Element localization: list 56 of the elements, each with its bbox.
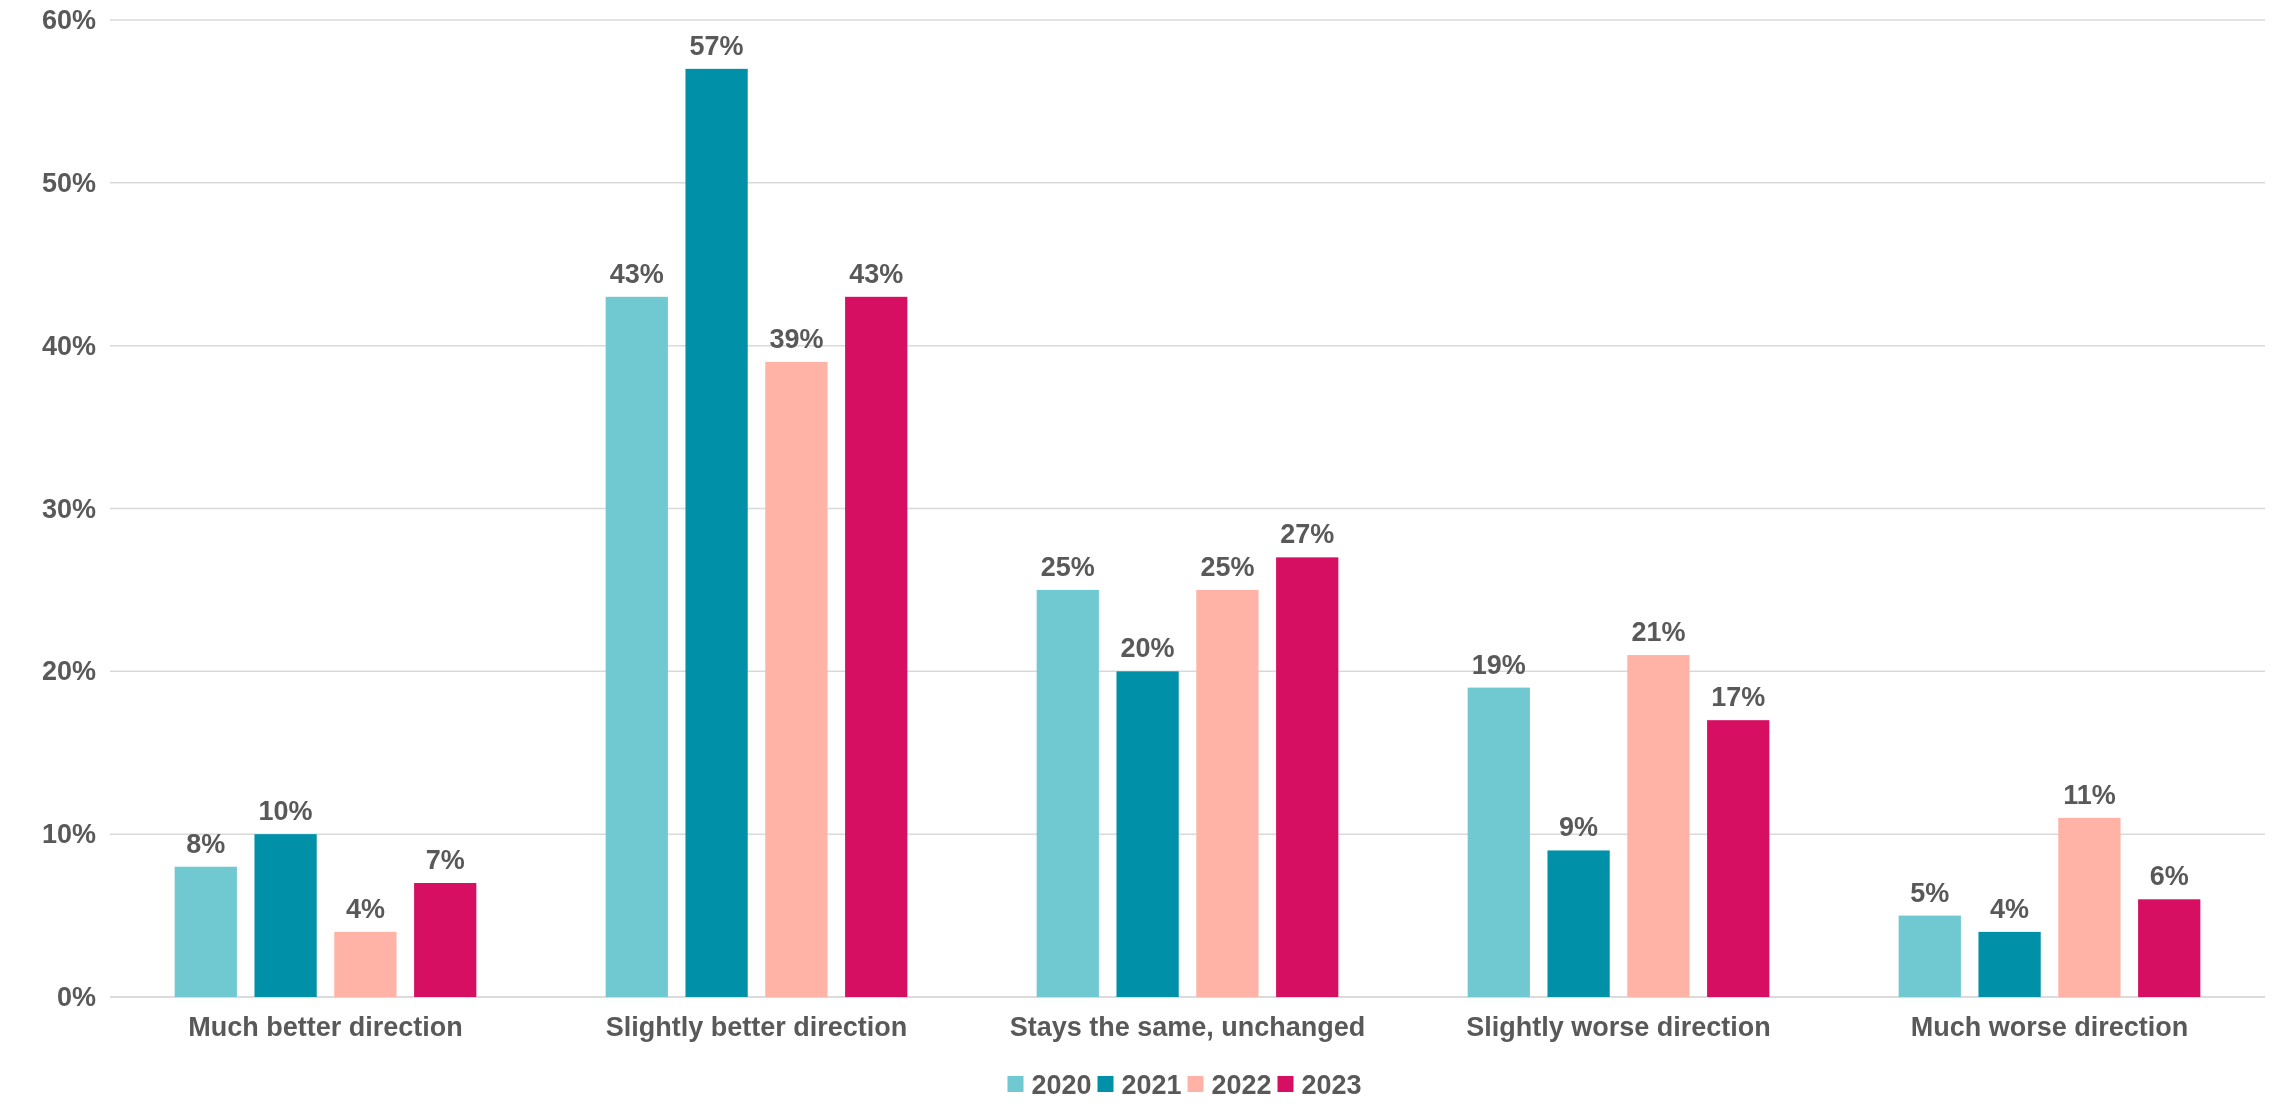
bar <box>1036 589 1099 997</box>
bar <box>765 361 828 997</box>
y-tick-label: 50% <box>41 167 96 198</box>
data-label: 25% <box>1040 551 1095 582</box>
y-tick-label: 0% <box>56 982 96 1013</box>
bar <box>1276 557 1339 997</box>
bar <box>414 883 477 997</box>
bar <box>1116 671 1179 997</box>
data-label: 25% <box>1200 551 1255 582</box>
bar <box>174 866 237 997</box>
y-tick-label: 10% <box>41 819 96 850</box>
data-label: 57% <box>689 30 744 61</box>
data-label: 43% <box>849 258 904 289</box>
x-tick-label: Much worse direction <box>1910 1012 2189 1043</box>
bar <box>1196 589 1259 997</box>
x-tick-label: Stays the same, unchanged <box>1009 1012 1366 1043</box>
legend-label: 2020 <box>1031 1069 1092 1100</box>
bar <box>1978 931 2041 997</box>
y-tick-label: 30% <box>41 493 96 524</box>
bar <box>685 68 748 997</box>
data-label: 39% <box>769 323 824 354</box>
y-tick-label: 40% <box>41 330 96 361</box>
x-tick-label: Much better direction <box>188 1012 463 1043</box>
bar <box>2138 899 2201 997</box>
y-tick-label: 60% <box>41 5 96 36</box>
x-tick-label: Slightly worse direction <box>1466 1012 1771 1043</box>
data-label: 21% <box>1631 617 1686 648</box>
bar <box>1547 850 1610 997</box>
data-label: 10% <box>258 796 313 827</box>
legend-label: 2021 <box>1121 1069 1182 1100</box>
bar <box>845 296 908 997</box>
data-label: 19% <box>1471 649 1526 680</box>
data-label: 9% <box>1559 812 1599 843</box>
bar <box>1898 915 1961 997</box>
x-tick-label: Slightly better direction <box>605 1012 908 1043</box>
bar <box>1467 687 1530 997</box>
data-label: 17% <box>1711 682 1766 713</box>
bar <box>334 931 397 997</box>
bar <box>1627 655 1690 997</box>
bar <box>254 834 317 997</box>
bar <box>1707 720 1770 997</box>
data-label: 5% <box>1910 877 1950 908</box>
data-label: 7% <box>425 845 465 876</box>
data-label: 8% <box>186 828 226 859</box>
y-tick-label: 20% <box>41 656 96 687</box>
legend-label: 2022 <box>1211 1069 1272 1100</box>
data-label: 43% <box>609 258 664 289</box>
bar <box>2058 817 2121 997</box>
bar <box>605 296 668 997</box>
data-label: 20% <box>1120 633 1175 664</box>
data-label: 4% <box>345 893 385 924</box>
data-label: 4% <box>1990 893 2030 924</box>
data-label: 11% <box>2063 779 2116 810</box>
data-label: 6% <box>2149 861 2189 892</box>
legend-label: 2023 <box>1301 1069 1362 1100</box>
data-label: 27% <box>1280 519 1335 550</box>
